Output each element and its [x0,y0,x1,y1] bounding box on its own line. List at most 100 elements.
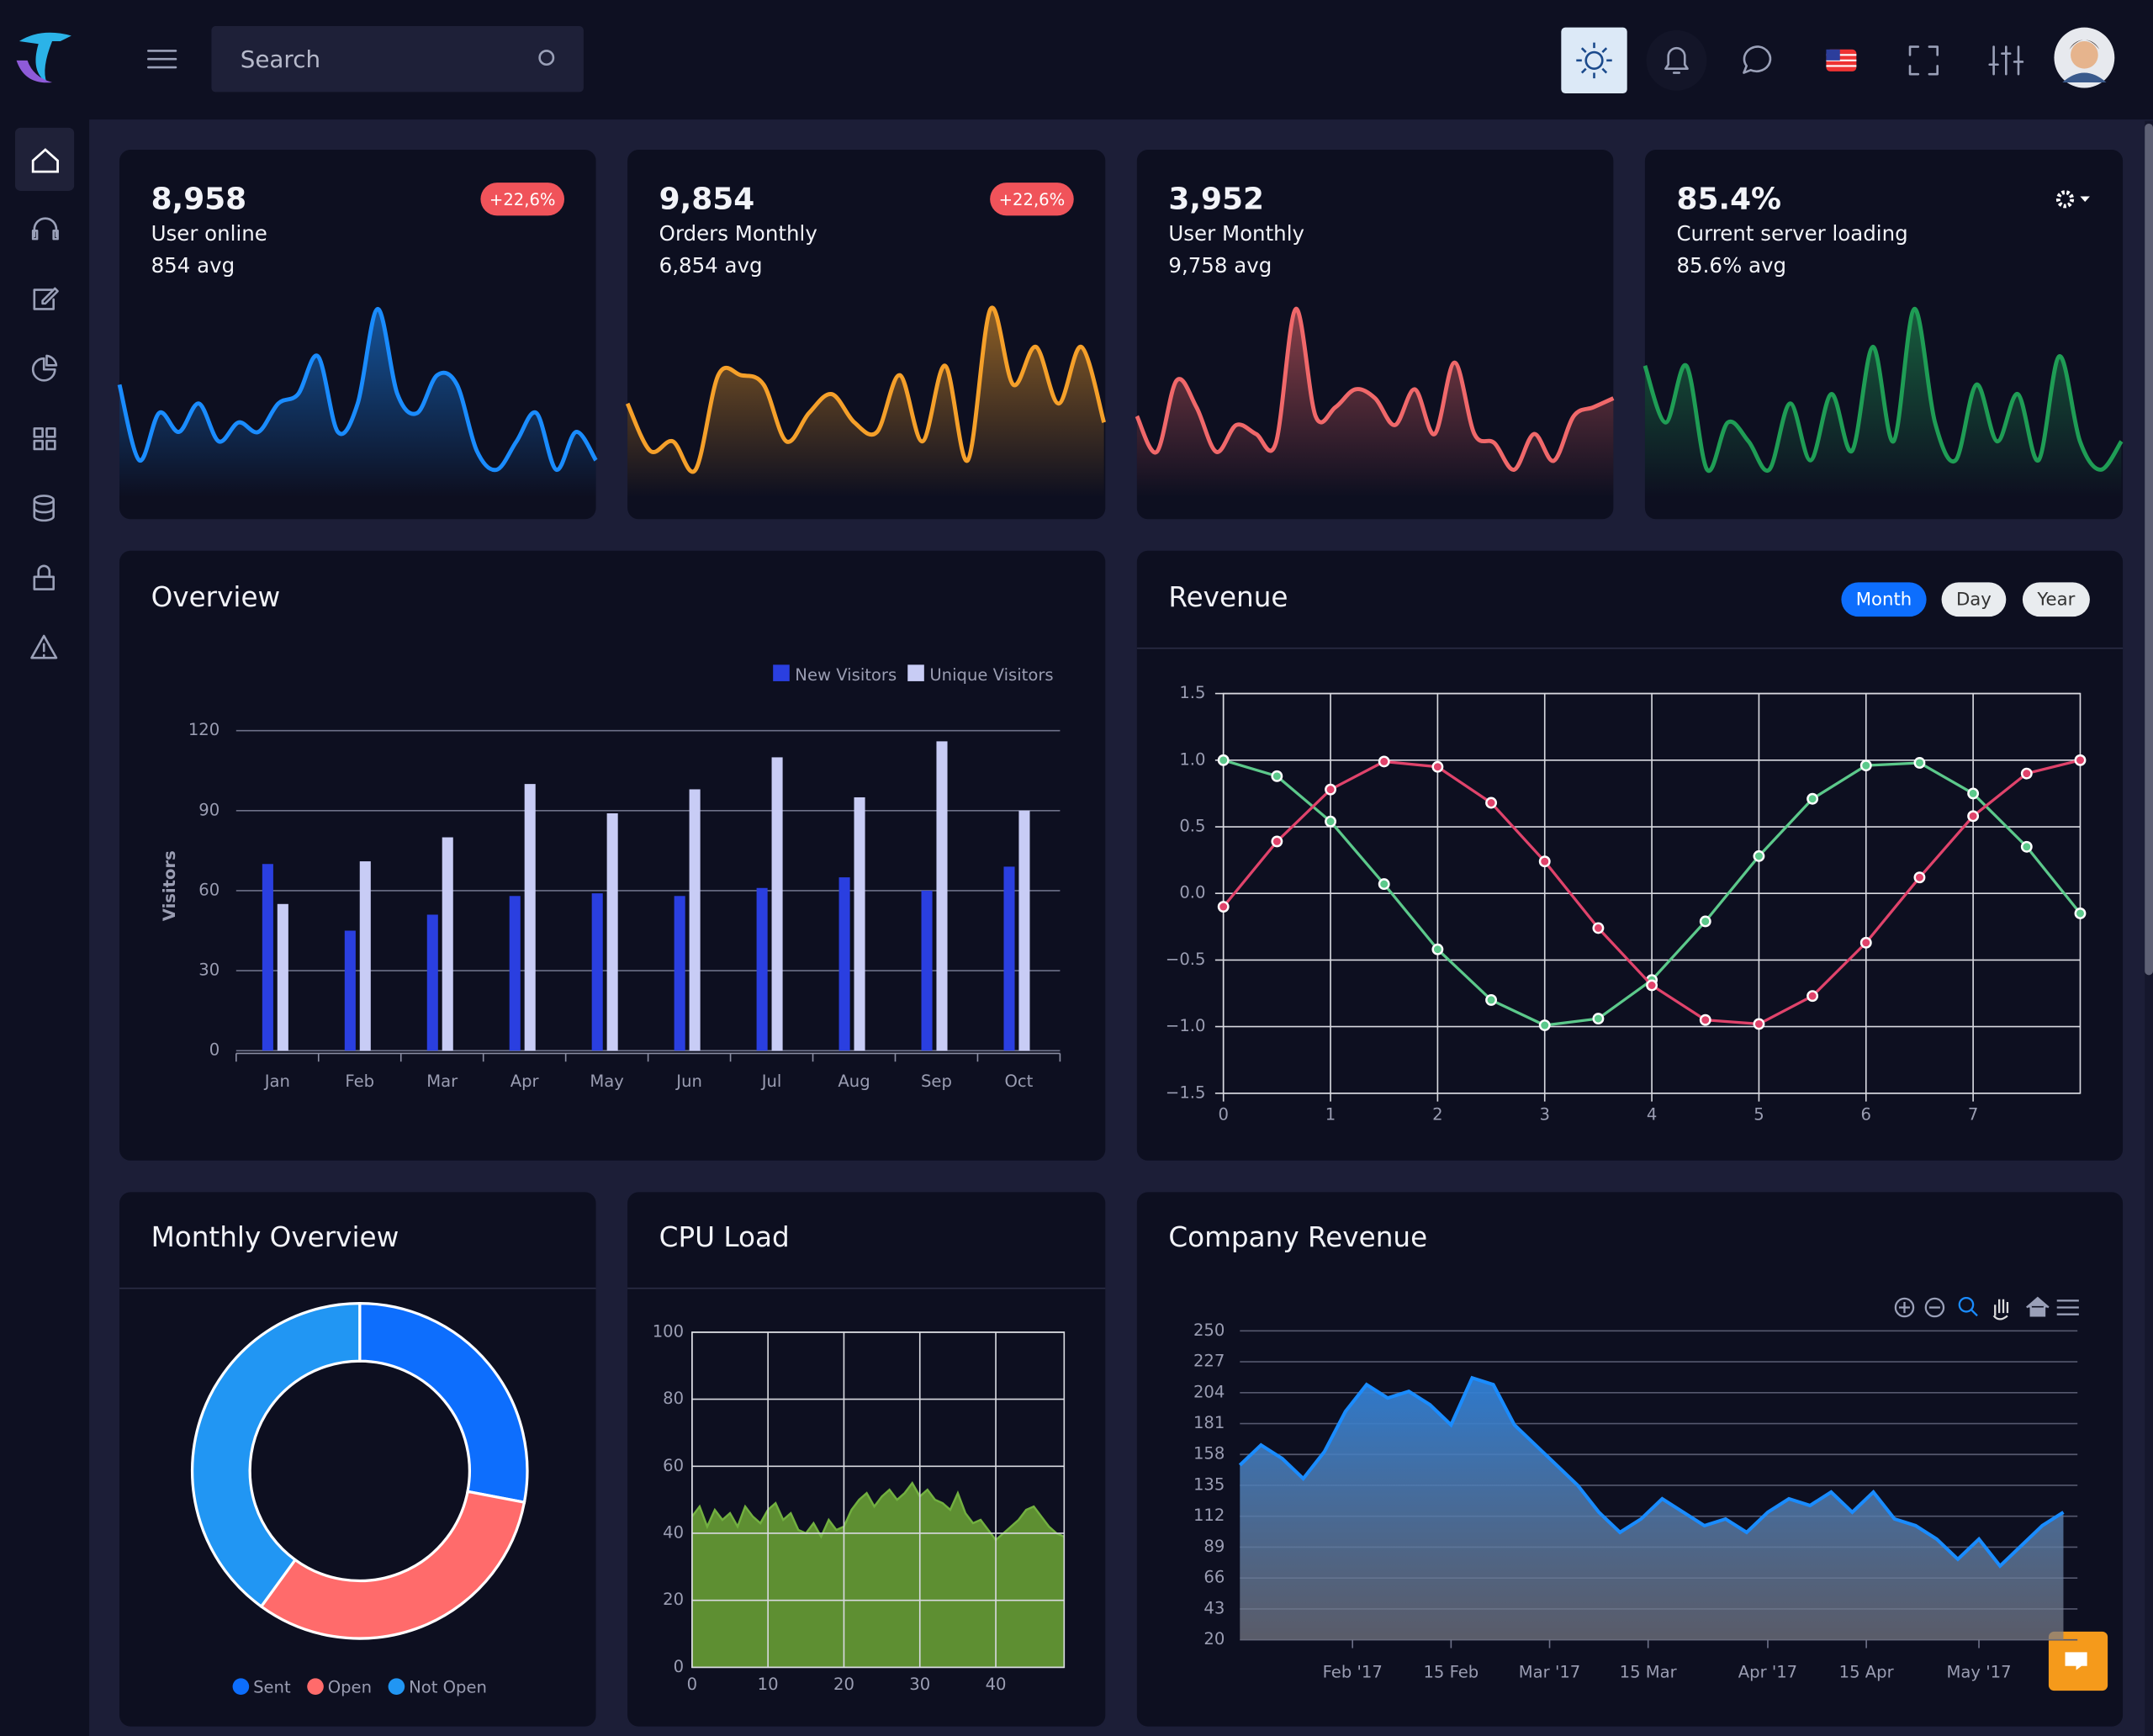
y-tick-label: 250 [1193,1321,1225,1340]
chat-icon[interactable] [1743,45,1772,74]
monthly-card [119,1192,596,1727]
x-tick-label: Aug [838,1072,870,1091]
y-tick-label: 112 [1193,1506,1225,1525]
x-tick-label: 30 [909,1675,930,1694]
y-tick-label: 90 [198,800,220,819]
nav-apps[interactable] [33,427,56,451]
y-tick-label: 66 [1203,1568,1225,1587]
stat-label: Current server loading [1676,221,1907,246]
legend-label: Not Open [409,1677,487,1696]
x-tick-label: May [590,1072,623,1091]
button-label: Month [1856,590,1912,611]
x-tick-label: 1 [1325,1104,1336,1124]
x-tick-label: Oct [1005,1072,1034,1091]
point [1431,943,1444,955]
x-tick-label: 0 [687,1675,697,1694]
sparkline-area [1136,309,1614,498]
area-line [1238,1375,2065,1569]
nav-lock[interactable] [33,564,55,590]
badge-text: +22,6% [489,190,556,209]
y-tick-label: −0.5 [1166,950,1206,969]
fullscreen-icon[interactable] [1908,45,1939,76]
y-tick-label: 0.0 [1179,883,1205,902]
flag-icon[interactable] [1826,49,1857,71]
sun-icon [1576,42,1612,79]
x-tick-label: 0 [1218,1104,1228,1124]
y-axis-label: Visitors [160,850,179,921]
bar [756,887,768,1051]
settings-icon[interactable] [1988,45,2024,76]
search-box[interactable] [211,26,584,93]
point [1807,792,1819,805]
x-tick-label: Apr [510,1072,540,1091]
badge [480,183,565,216]
y-tick-label: 120 [188,720,220,739]
stat-value: 9,854 [659,182,755,216]
nav-alert[interactable] [30,634,58,659]
bar [359,861,371,1051]
gear-menu[interactable] [2055,190,2090,209]
bar [591,893,603,1051]
point [1271,835,1283,848]
area-line [690,1480,1065,1542]
y-tick-label: 181 [1193,1413,1225,1432]
menu-button[interactable] [147,50,177,69]
year-button[interactable] [2022,582,2090,617]
y-tick-label: 227 [1193,1352,1225,1371]
bar [838,877,850,1051]
legend-label: Sent [253,1677,291,1696]
month-button[interactable] [1841,582,1927,617]
stat-avg: 85.6% avg [1676,253,1786,278]
point [1325,783,1336,796]
nav-charts[interactable] [31,354,58,382]
revenue-card [1136,550,2124,1161]
y-tick-label: 158 [1193,1444,1225,1463]
nav-home[interactable] [31,148,59,173]
bar [262,864,273,1051]
x-tick-label: 10 [758,1675,779,1694]
x-tick-label: Feb [345,1072,374,1091]
legend-dot [388,1678,405,1696]
scrollbar-thumb[interactable] [2145,123,2153,976]
x-tick-label: Jan [263,1072,290,1091]
search-icon[interactable] [538,50,555,66]
bar [606,812,618,1051]
legend-label: New Visitors [795,665,897,685]
point [1538,855,1551,868]
point [1431,760,1444,773]
sparkline-area [627,307,1104,498]
bar [524,784,536,1051]
y-tick-label: 0 [674,1657,684,1676]
y-tick-label: 20 [1203,1629,1225,1649]
donut-segment [259,1490,526,1640]
point [1378,755,1390,768]
stat-value: 3,952 [1168,182,1264,216]
nav-edit[interactable] [33,287,59,310]
x-tick-label: May '17 [1947,1662,2012,1681]
badge [990,183,1074,216]
sparkline [117,306,598,473]
y-tick-label: 30 [198,961,220,980]
stat-avg: 6,854 avg [659,253,763,278]
nav-database[interactable] [33,495,55,522]
donut-segment [190,1301,362,1609]
point [1485,993,1497,1006]
chart-toolbar[interactable] [1894,1296,2079,1321]
y-tick-label: 100 [653,1321,684,1341]
x-tick-label: 3 [1540,1104,1550,1124]
stat-texts: 8,958 User online 854 avg +22,6% 9,854 O… [151,182,2090,278]
donut-segment [358,1301,529,1505]
y-tick-label: −1.0 [1166,1016,1206,1035]
avatar[interactable] [2054,27,2115,88]
nav-support[interactable] [31,217,59,241]
theme-button[interactable] [1561,27,1627,94]
bell-icon [1664,46,1689,74]
x-tick-label: Feb '17 [1323,1662,1383,1681]
button-label: Year [2036,590,2075,611]
notification-button[interactable] [1646,29,1707,91]
point [1913,757,1926,769]
day-button[interactable] [1941,582,2007,617]
stat-label: User online [151,221,267,246]
sparkline [625,305,1107,474]
